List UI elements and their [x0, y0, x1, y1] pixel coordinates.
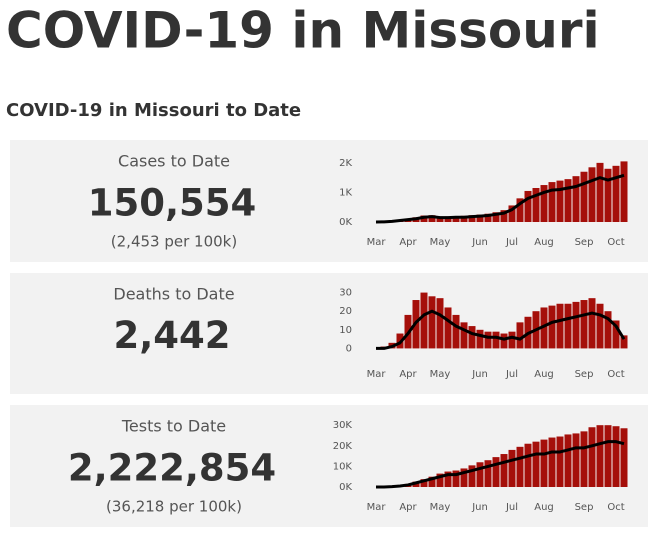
bar — [581, 300, 588, 348]
x-tick-label: Apr — [399, 502, 417, 513]
y-tick-label: 10 — [339, 325, 352, 336]
x-tick-label: Jul — [505, 237, 518, 248]
x-tick-label: Oct — [607, 369, 624, 380]
bar — [597, 304, 604, 349]
per-capita: (36,218 per 100k) — [106, 498, 242, 516]
bar — [517, 322, 524, 348]
y-tick-label: 0K — [339, 482, 352, 493]
y-tick-label: 20 — [339, 306, 352, 317]
bar — [589, 298, 596, 348]
x-tick-label: Jun — [471, 237, 488, 248]
bar — [573, 302, 580, 349]
x-tick-label: Aug — [534, 502, 554, 513]
y-tick-label: 0 — [346, 343, 352, 354]
bar — [581, 172, 588, 222]
bar — [445, 307, 452, 348]
bar — [477, 330, 484, 349]
x-tick-label: Mar — [367, 237, 387, 248]
bar — [509, 332, 516, 349]
bar — [469, 326, 476, 348]
x-tick-label: Aug — [534, 237, 554, 248]
subtitle: COVID-19 in Missouri to Date — [6, 100, 301, 121]
bar — [525, 444, 532, 487]
bar — [573, 176, 580, 222]
bar — [477, 462, 484, 487]
x-tick-label: Jun — [471, 369, 488, 380]
bar — [453, 315, 460, 349]
y-tick-label: 2K — [339, 158, 352, 169]
bar — [493, 457, 500, 487]
bar — [509, 450, 516, 487]
bar — [421, 293, 428, 349]
x-tick-label: Apr — [399, 369, 417, 380]
bar — [589, 167, 596, 222]
bar — [461, 322, 468, 348]
y-tick-label: 0K — [339, 217, 352, 228]
bar — [573, 433, 580, 487]
bar — [557, 304, 564, 349]
bar — [613, 166, 620, 222]
bar — [493, 332, 500, 349]
bar — [485, 332, 492, 349]
panel-title: Cases to Date — [118, 152, 230, 171]
x-tick-label: Jun — [471, 502, 488, 513]
bar — [621, 428, 628, 487]
bar — [589, 427, 596, 487]
x-tick-label: Jul — [505, 502, 518, 513]
panel-title: Tests to Date — [121, 417, 226, 436]
bar — [429, 296, 436, 348]
bar — [613, 426, 620, 487]
bar — [541, 440, 548, 487]
bar — [501, 334, 508, 349]
x-tick-label: Mar — [367, 369, 387, 380]
x-tick-label: Sep — [575, 369, 594, 380]
bar — [557, 181, 564, 222]
y-tick-label: 1K — [339, 187, 352, 198]
bar — [565, 179, 572, 222]
x-tick-label: Jul — [505, 369, 518, 380]
per-capita: (2,453 per 100k) — [111, 233, 237, 251]
bar — [605, 425, 612, 487]
bar — [549, 182, 556, 222]
bar — [517, 447, 524, 487]
x-tick-label: Oct — [607, 502, 624, 513]
bar — [597, 163, 604, 222]
y-tick-label: 20K — [333, 441, 353, 452]
big-number: 2,222,854 — [68, 447, 276, 490]
x-tick-label: Mar — [367, 502, 387, 513]
x-tick-label: Apr — [399, 237, 417, 248]
bar — [533, 442, 540, 487]
x-tick-label: May — [430, 502, 451, 513]
bar — [605, 169, 612, 222]
bar — [565, 434, 572, 487]
bar — [621, 161, 628, 222]
bar — [501, 454, 508, 487]
y-tick-label: 30 — [339, 288, 352, 299]
x-tick-label: May — [430, 369, 451, 380]
x-tick-label: May — [430, 237, 451, 248]
x-tick-label: Sep — [575, 237, 594, 248]
x-tick-label: Aug — [534, 369, 554, 380]
bar — [549, 438, 556, 487]
bar — [549, 306, 556, 349]
bar — [581, 431, 588, 487]
bar — [525, 191, 532, 222]
page-title: COVID-19 in Missouri — [6, 2, 600, 60]
x-tick-label: Oct — [607, 237, 624, 248]
y-tick-label: 30K — [333, 420, 353, 431]
big-number: 150,554 — [88, 182, 257, 225]
x-tick-label: Sep — [575, 502, 594, 513]
bar — [565, 304, 572, 349]
bar — [437, 298, 444, 348]
big-number: 2,442 — [113, 314, 230, 357]
bar — [557, 437, 564, 487]
y-tick-label: 10K — [333, 461, 353, 472]
panel-title: Deaths to Date — [113, 285, 234, 304]
bar — [597, 425, 604, 487]
